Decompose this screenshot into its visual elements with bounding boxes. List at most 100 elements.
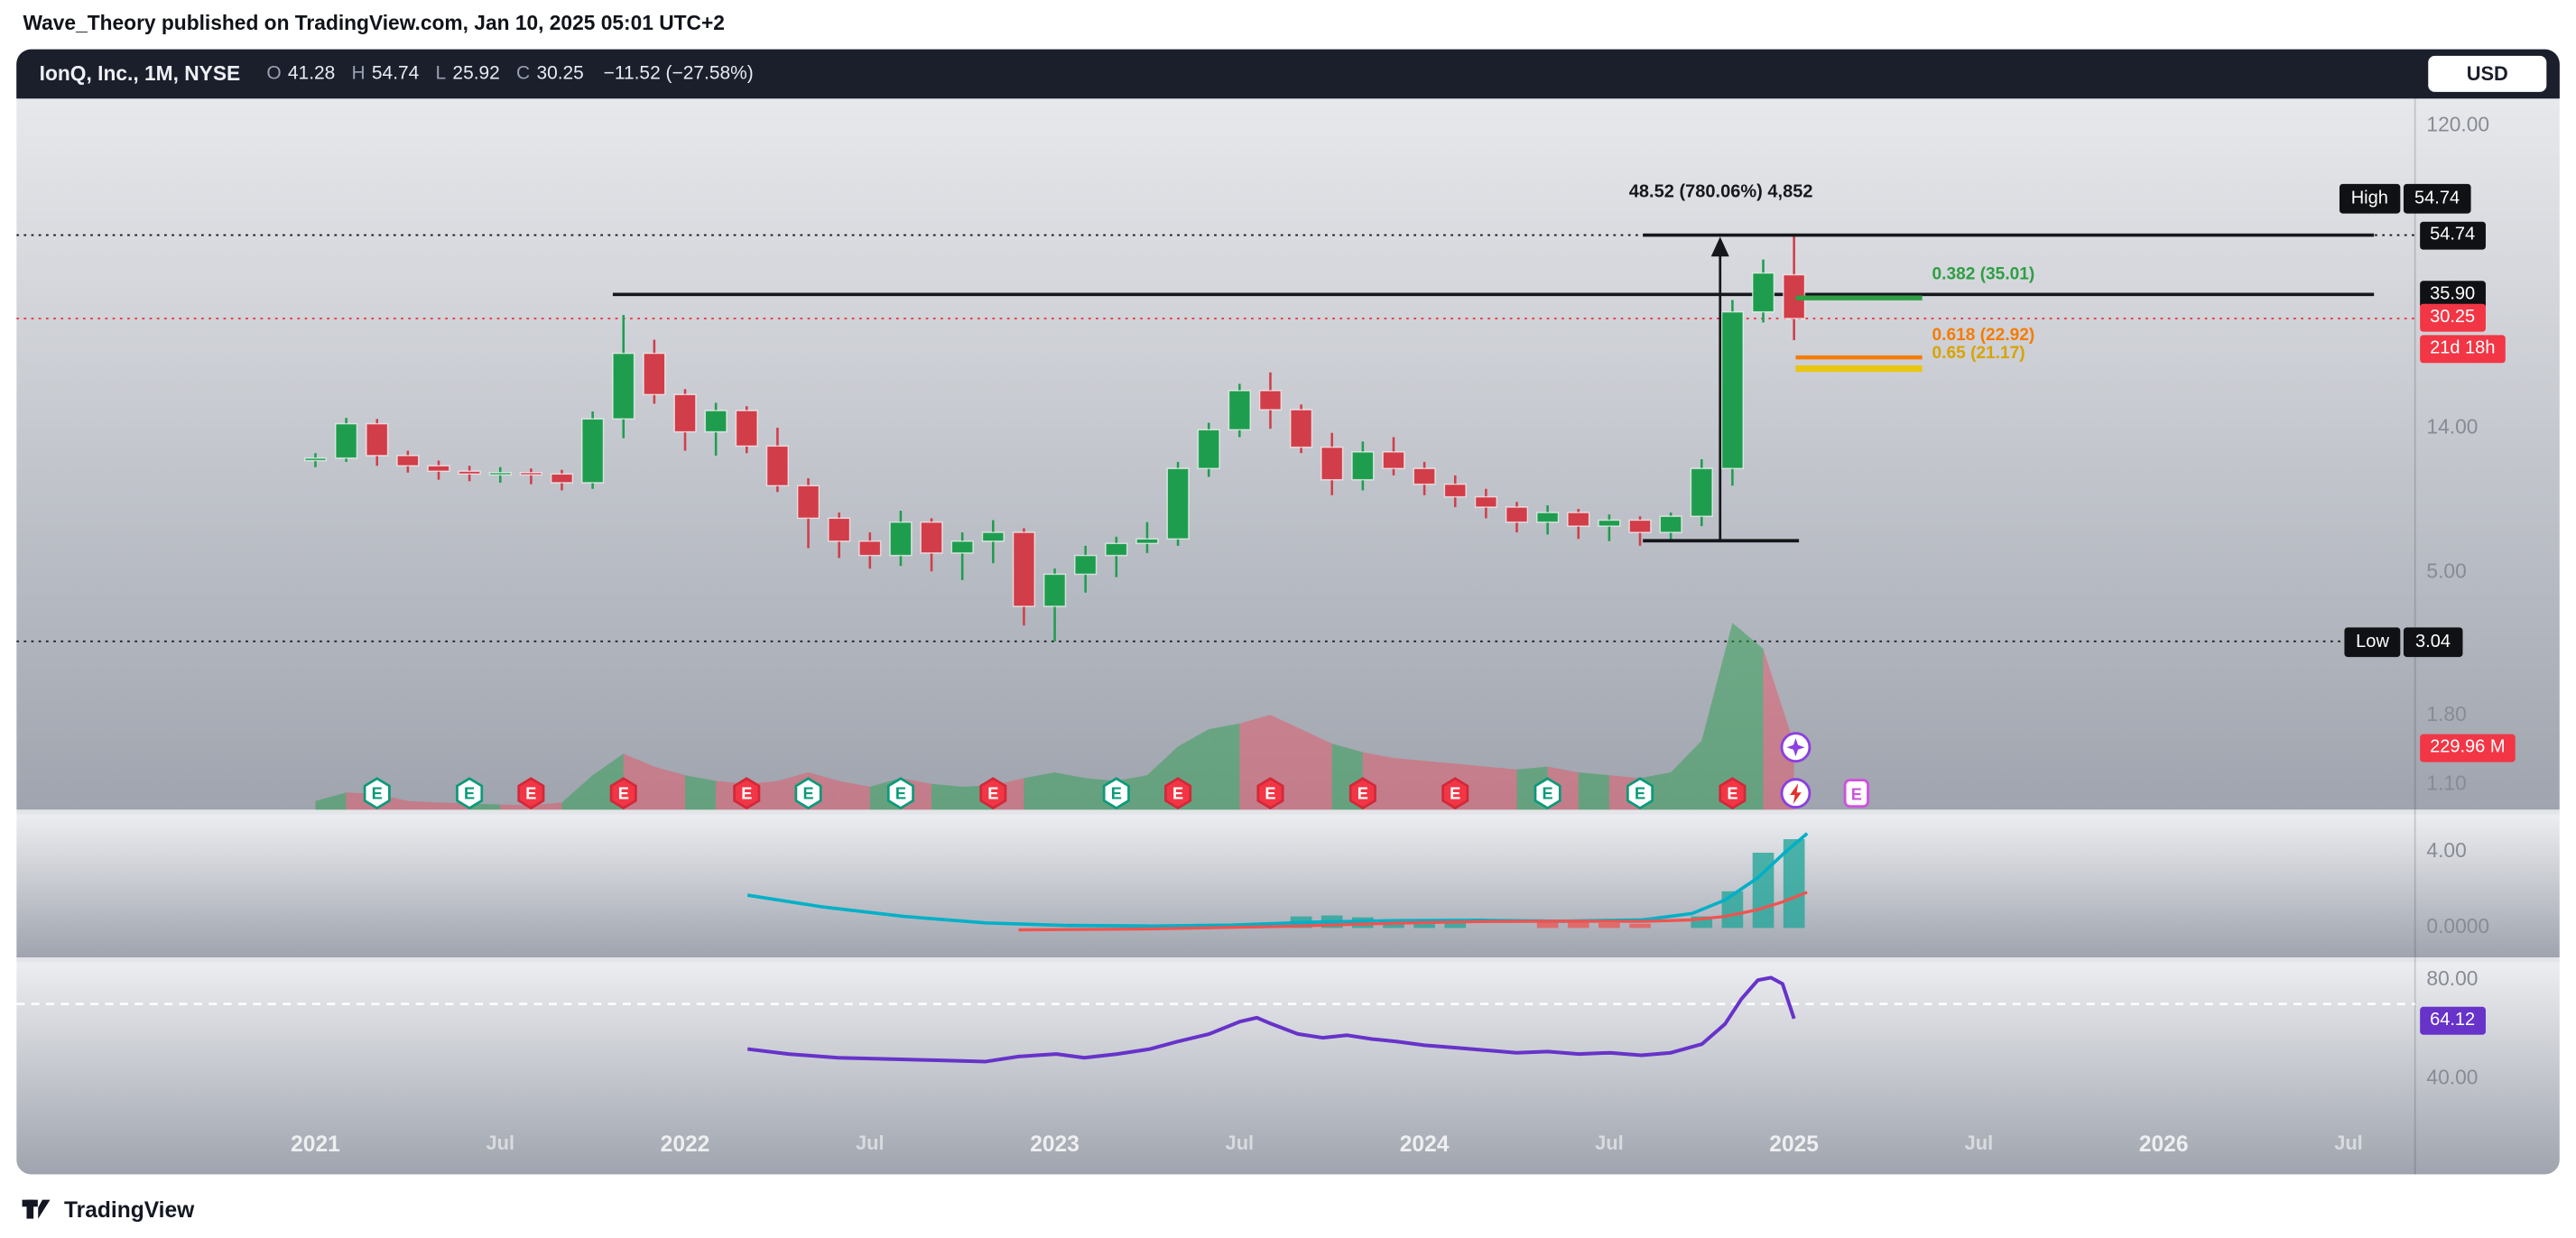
earnings-marker-icon[interactable]: [886, 777, 914, 810]
earnings-marker-icon[interactable]: [363, 777, 391, 810]
earnings-marker-icon[interactable]: [1164, 777, 1192, 810]
arrow-up-icon: [1710, 236, 1729, 257]
earnings-marker-icon[interactable]: [1102, 777, 1130, 810]
earnings-marker-icon[interactable]: [733, 777, 761, 810]
candle-body: [765, 445, 789, 487]
currency-toggle-button[interactable]: USD: [2428, 55, 2547, 92]
bar-countdown-tag: 21d 18h: [2420, 335, 2506, 364]
open-value: 41.28: [287, 63, 336, 84]
candle-body: [1628, 519, 1652, 533]
oscillator-hist-bar: [1567, 922, 1589, 928]
tradingview-logo-icon[interactable]: [20, 1192, 52, 1224]
price-range-tool[interactable]: [1643, 233, 2375, 543]
high-line-price-tag: 54.74: [2420, 221, 2486, 250]
oscillator-hist-bar: [1413, 920, 1435, 928]
earnings-marker-icon[interactable]: [517, 777, 545, 810]
upcoming-earnings-letter: E: [1851, 785, 1862, 803]
candle-body: [858, 540, 882, 557]
scale-label-180: 1.80: [2426, 703, 2467, 726]
close-label: C: [516, 63, 531, 84]
candle-body: [458, 470, 481, 476]
candle-body: [1320, 446, 1344, 481]
earnings-marker-icon[interactable]: [1348, 777, 1376, 810]
candle-body: [1290, 409, 1313, 448]
earnings-marker-icon[interactable]: [1626, 777, 1654, 810]
candle-body: [581, 418, 605, 484]
low-label: L: [435, 63, 447, 84]
candle-body: [1659, 515, 1682, 533]
earnings-marker-icon[interactable]: [1719, 777, 1747, 810]
oscillator-hist-bar: [1629, 923, 1651, 928]
fib-0618-label[interactable]: 0.618 (22.92): [1932, 325, 2035, 346]
candle-body: [1474, 495, 1497, 508]
footer-bar: TradingView: [20, 1192, 194, 1224]
candle-body: [950, 540, 974, 554]
candle-body: [889, 521, 913, 557]
open-label: O: [266, 63, 282, 84]
earnings-marker-letter: E: [1635, 785, 1645, 803]
earnings-marker-icon[interactable]: [1441, 777, 1469, 810]
range-annotation[interactable]: 48.52 (780.06%) 4,852: [1628, 182, 1813, 202]
scale-label-14: 14.00: [2426, 415, 2479, 439]
candle-body: [1382, 451, 1405, 469]
earnings-marker-icon[interactable]: [1256, 777, 1284, 810]
candle-body: [1598, 519, 1621, 527]
upcoming-earnings-icon[interactable]: [1843, 779, 1870, 808]
footer-brand[interactable]: TradingView: [63, 1196, 195, 1222]
low-marker-value: 3.04: [2404, 627, 2462, 658]
indicator-scale-top: 4.00: [2426, 839, 2467, 863]
low-value: 25.92: [452, 63, 500, 84]
volume-value-tag: 229.96 M: [2420, 734, 2516, 762]
candle-body: [796, 485, 820, 520]
candle-body: [1074, 554, 1098, 576]
pane-separator[interactable]: [16, 957, 2560, 963]
candle-body: [396, 455, 420, 467]
rsi-value-tag: 64.12: [2420, 1006, 2486, 1035]
last-price-tag: 30.25: [2420, 303, 2486, 332]
earnings-marker-icon[interactable]: [1534, 777, 1561, 810]
fib-065-label[interactable]: 0.65 (21.17): [1932, 343, 2025, 364]
close-value: 30.25: [536, 63, 584, 84]
candle-body: [1751, 272, 1775, 313]
earnings-marker-letter: E: [525, 785, 536, 803]
rsi-scale-80: 80.00: [2426, 967, 2479, 991]
candle-body: [488, 472, 512, 476]
candle-body: [1567, 512, 1590, 527]
earnings-marker-icon[interactable]: [794, 777, 822, 810]
published-byline: Wave_Theory published on TradingView.com…: [23, 11, 725, 35]
earnings-marker-letter: E: [741, 785, 752, 803]
earnings-marker-letter: E: [1543, 785, 1553, 803]
oscillator-hist-bar: [1598, 922, 1620, 928]
earnings-marker-letter: E: [1265, 785, 1275, 803]
oscillator-hist-bar: [1783, 839, 1805, 928]
candle-body: [1258, 390, 1283, 411]
candle-body: [1351, 451, 1375, 481]
earnings-marker-letter: E: [1727, 785, 1737, 803]
earnings-marker-icon[interactable]: [979, 777, 1007, 810]
candle-body: [828, 517, 851, 542]
candle-body: [335, 422, 358, 459]
fib-0382-label[interactable]: 0.382 (35.01): [1932, 264, 2035, 284]
event-icons: E: [1780, 732, 1870, 809]
candle-body: [519, 472, 542, 476]
candle-body: [550, 473, 574, 484]
ohlc-readout: O 41.28 H 54.74 L 25.92 C 30.25 −11.52 (−27.…: [256, 64, 753, 84]
high-marker-value: 54.74: [2403, 183, 2471, 214]
earnings-marker-icon[interactable]: [609, 777, 637, 810]
price-pane-bg: [16, 49, 2560, 810]
candle-body: [1166, 467, 1190, 540]
candles: [303, 235, 1806, 642]
pane-separator[interactable]: [16, 809, 2560, 815]
earnings-marker-icon[interactable]: [456, 777, 484, 810]
candle-body: [1720, 310, 1744, 469]
scale-label-110: 1.10: [2426, 771, 2467, 795]
oscillator-hist-bar: [1444, 921, 1467, 928]
candle-body: [704, 410, 727, 433]
candle-body: [1443, 483, 1467, 498]
oscillator-hist-bar: [1536, 921, 1559, 928]
earnings-marker-letter: E: [1172, 785, 1183, 803]
